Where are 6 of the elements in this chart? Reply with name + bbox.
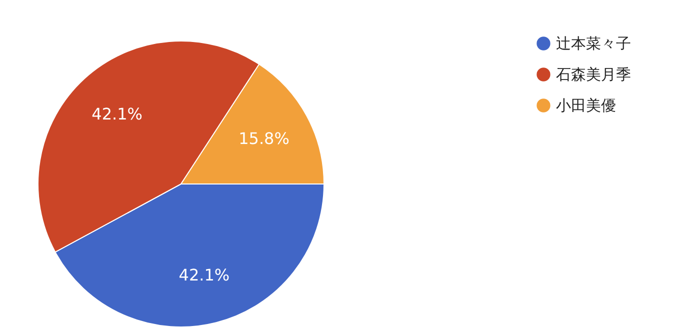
data-label: 42.1% xyxy=(92,104,142,124)
data-label: 42.1% xyxy=(178,265,230,284)
legend-label: 小田美優 xyxy=(556,96,616,114)
legend-label: 辻本菜々子 xyxy=(556,34,631,52)
legend-label: 石森美月季 xyxy=(556,66,631,84)
data-label: 15.8% xyxy=(238,129,290,148)
